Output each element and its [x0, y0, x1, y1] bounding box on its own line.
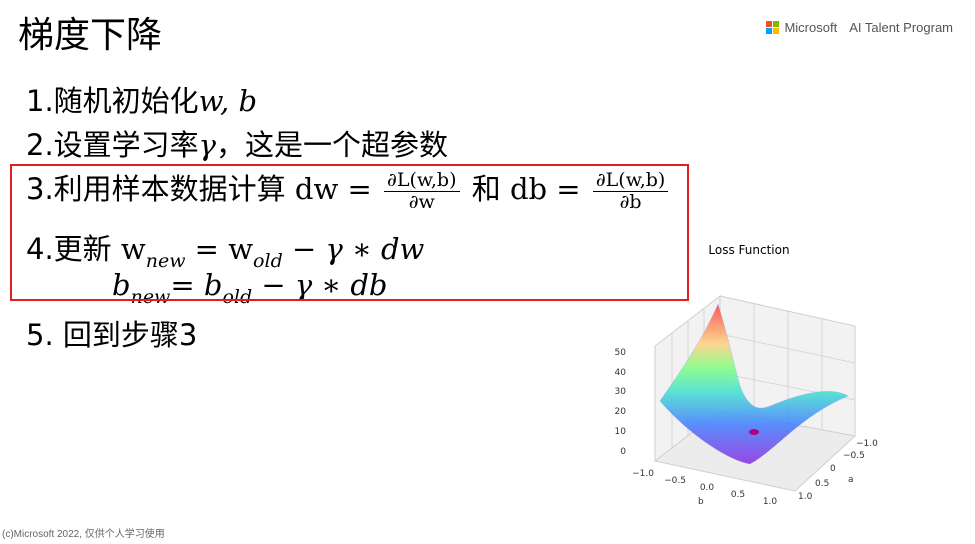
step-4b-eq: =	[170, 268, 204, 302]
step-4-old-sub: old	[253, 250, 283, 272]
dw-denominator: ∂w	[408, 190, 435, 213]
microsoft-logo-group: Microsoft	[766, 20, 837, 35]
loss-function-plot: Loss Function 50 40 30 20 10 0 −1.0 −0.5…	[600, 236, 900, 526]
brand-program: AI Talent Program	[849, 20, 953, 35]
loss-surface	[659, 303, 849, 465]
step-4: 4.更新 wnew = wold − γ ∗ dw	[26, 226, 424, 272]
a-tick: 0.5	[815, 479, 829, 489]
step-3: 3.利用样本数据计算 dw = ∂L(w,b) ∂w 和 db = ∂L(w,b)…	[26, 166, 671, 212]
step-4-w-old: w	[228, 232, 254, 266]
step-2-var: γ	[198, 128, 217, 162]
dw-numerator: ∂L(w,b)	[384, 169, 460, 192]
z-tick: 20	[615, 407, 627, 417]
step-1-text: 1.随机初始化	[26, 84, 199, 118]
step-4-eq: =	[185, 232, 229, 266]
step-3-eq-2: =	[547, 172, 590, 206]
step-5-text: 5. 回到步骤3	[26, 318, 198, 352]
step-3-and: 和	[462, 172, 510, 206]
microsoft-logo-icon	[766, 20, 780, 35]
a-tick: 1.0	[798, 492, 813, 502]
b-tick: 0.5	[731, 490, 745, 500]
a-tick: −0.5	[843, 451, 865, 461]
z-tick: 30	[615, 387, 627, 397]
step-4-w: w	[120, 232, 146, 266]
z-tick: 40	[615, 368, 627, 378]
highlight-box	[10, 164, 689, 301]
dw-fraction: ∂L(w,b) ∂w	[384, 169, 460, 213]
db-numerator: ∂L(w,b)	[592, 169, 669, 192]
step-4b-new-sub: new	[130, 286, 171, 308]
plot-title: Loss Function	[708, 243, 789, 257]
step-4-new-sub: new	[145, 250, 186, 272]
db-denominator: ∂b	[619, 190, 642, 213]
b-tick: −1.0	[632, 469, 654, 479]
step-2-rest: ，这是一个超参数	[216, 128, 449, 162]
b-tick: −0.5	[664, 476, 686, 486]
step-4b-b: b	[112, 268, 131, 302]
step-4-text: 4.更新	[26, 232, 121, 266]
step-1: 1.随机初始化w, b	[26, 78, 257, 120]
b-tick: 0.0	[700, 483, 715, 493]
a-tick: 0	[830, 464, 836, 474]
step-4b-b-old: b	[203, 268, 223, 302]
b-tick: 1.0	[763, 497, 778, 507]
z-axis-ticks: 50 40 30 20 10 0	[615, 348, 627, 457]
step-5: 5. 回到步骤3	[26, 312, 197, 354]
copyright-footer: (c)Microsoft 2022, 仅供个人学习使用	[2, 529, 165, 540]
brand-header: Microsoft AI Talent Program	[766, 20, 953, 35]
plot-svg: Loss Function 50 40 30 20 10 0 −1.0 −0.5…	[615, 243, 879, 507]
step-1-vars: w, b	[198, 84, 258, 118]
page-title: 梯度下降	[18, 15, 163, 56]
a-axis-ticks: −1.0 −0.5 0 0.5 1.0	[798, 439, 878, 502]
db-fraction: ∂L(w,b) ∂b	[592, 169, 669, 213]
z-tick: 10	[615, 427, 627, 437]
a-tick: −1.0	[856, 439, 878, 449]
brand-company: Microsoft	[784, 20, 838, 35]
step-4b: bnew= bold − γ ∗ db	[112, 268, 387, 308]
minimum-point	[749, 429, 759, 435]
z-tick: 50	[615, 348, 627, 358]
step-4b-old-sub: old	[222, 286, 253, 308]
step-2: 2.设置学习率γ，这是一个超参数	[26, 122, 448, 164]
step-4-rest: − γ ∗ dw	[282, 232, 425, 266]
step-3-eq: =	[338, 172, 382, 206]
z-tick: 0	[620, 447, 626, 457]
step-3-db: db	[509, 172, 548, 206]
step-4b-rest: − γ ∗ db	[252, 268, 388, 302]
b-axis-ticks: −1.0 −0.5 0.0 0.5 1.0	[632, 469, 777, 507]
step-2-text: 2.设置学习率	[26, 128, 199, 162]
x-axis-label: b	[698, 497, 704, 507]
step-3-dw: dw	[294, 172, 339, 206]
y-axis-label: a	[848, 475, 854, 485]
step-3-text: 3.利用样本数据计算	[26, 172, 295, 206]
